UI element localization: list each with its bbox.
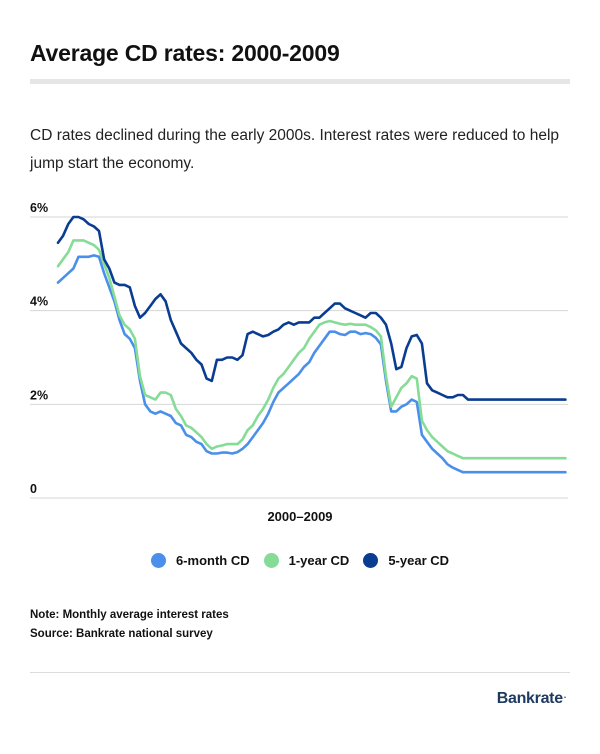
- y-tick-label: 0: [30, 482, 37, 496]
- x-axis-label: 2000–2009: [267, 509, 332, 524]
- series-line-1-year-cd: [56, 239, 567, 460]
- legend-label: 5-year CD: [388, 553, 450, 568]
- brand-name: Bankrate: [496, 690, 563, 707]
- y-tick-label: 2%: [30, 388, 48, 402]
- title-divider: [30, 79, 570, 84]
- page-title: Average CD rates: 2000-2009: [30, 40, 340, 66]
- chart-notes: Note: Monthly average interest rates Sou…: [30, 606, 229, 644]
- y-tick-label: 4%: [30, 295, 48, 309]
- chart-legend: 6-month CD 1-year CD 5-year CD: [0, 553, 600, 568]
- footer-divider: [30, 672, 570, 673]
- brand-mark: .: [563, 690, 567, 700]
- bankrate-logo[interactable]: Bankrate.: [496, 690, 567, 708]
- source-text: Source: Bankrate national survey: [30, 628, 213, 640]
- y-tick-label: 6%: [30, 201, 48, 215]
- legend-item: 5-year CD: [363, 553, 449, 568]
- series-line-6-month-cd: [56, 254, 567, 474]
- legend-swatch: [263, 553, 279, 568]
- chart-subtitle: CD rates declined during the early 2000s…: [30, 127, 560, 172]
- note-text: Note: Monthly average interest rates: [30, 609, 229, 621]
- grid-layer: [30, 216, 568, 499]
- legend-item: 1-year CD: [263, 553, 350, 568]
- legend-label: 1-year CD: [288, 553, 350, 568]
- legend-swatch: [150, 553, 166, 568]
- series-layer: [56, 215, 567, 474]
- legend-item: 6-month CD: [150, 553, 250, 568]
- legend-label: 6-month CD: [175, 553, 250, 568]
- legend-swatch: [363, 553, 379, 568]
- y-axis: 0 2% 4% 6%: [30, 201, 48, 496]
- line-chart: 0 2% 4% 6% 2000–2009: [30, 201, 568, 524]
- series-line-5-year-cd: [56, 215, 567, 401]
